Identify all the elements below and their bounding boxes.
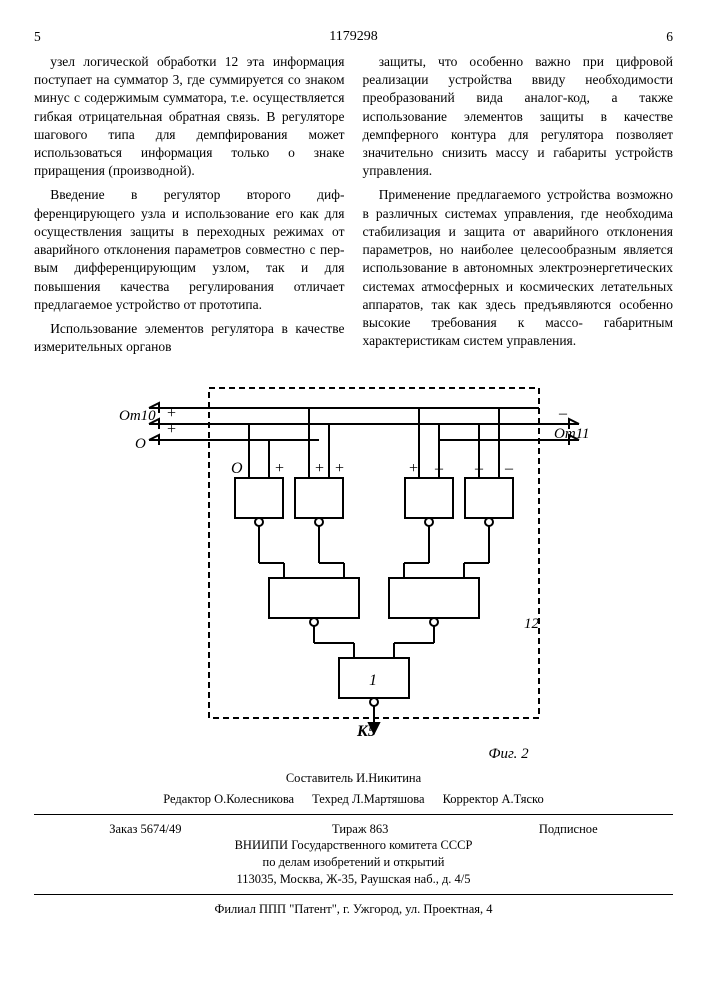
minus-icon: – xyxy=(558,405,568,422)
para: Введение в регулятор второго диф­ференци… xyxy=(34,186,345,314)
doc-number: 1179298 xyxy=(329,28,377,47)
subscription: Подписное xyxy=(539,821,598,838)
plus-icon: + xyxy=(275,460,284,477)
editor: Редактор О.Колесникова xyxy=(163,791,294,808)
corrector: Корректор А.Тяско xyxy=(443,791,544,808)
body-columns: узел логической обработки 12 эта ин­форм… xyxy=(34,53,673,363)
plus-icon: + xyxy=(167,421,176,438)
plus-icon: + xyxy=(315,460,324,477)
address: 113035, Москва, Ж-35, Раушская наб., д. … xyxy=(34,871,673,888)
right-column: защиты, что особенно важно при цифро­вой… xyxy=(363,53,674,363)
technician: Техред Л.Мартяшова xyxy=(312,791,424,808)
left-column: узел логической обработки 12 эта ин­форм… xyxy=(34,53,345,363)
para: защиты, что особенно важно при цифро­вой… xyxy=(363,53,674,181)
plus-icon: + xyxy=(409,460,418,477)
order-number: Заказ 5674/49 xyxy=(109,821,181,838)
label-om10: От10 xyxy=(119,408,156,424)
plus-icon: + xyxy=(167,405,176,422)
org-line: по делам изобретений и открытий xyxy=(34,854,673,871)
page-col-left: 5 xyxy=(34,28,41,47)
figure-caption: Фиг. 2 xyxy=(344,744,673,764)
para: Использование элементов регулято­ра в ка… xyxy=(34,320,345,356)
figure-2: От10 О От11 12 + + – О + + + + – – – 1 К… xyxy=(34,378,673,763)
para: узел логической обработки 12 эта ин­форм… xyxy=(34,53,345,181)
label-boxnum: 1 xyxy=(369,672,377,689)
footer: Составитель И.Никитина Редактор О.Колесн… xyxy=(34,770,673,918)
label-output: К5 xyxy=(356,723,376,738)
org-line: ВНИИПИ Государственного комитета СССР xyxy=(34,837,673,854)
minus-icon: – xyxy=(504,460,514,477)
label-O: О xyxy=(231,460,243,477)
label-om11: От11 xyxy=(554,426,589,442)
compiler: Составитель И.Никитина xyxy=(286,770,421,787)
branch: Филиал ППП "Патент", г. Ужгород, ул. Про… xyxy=(34,901,673,918)
page-col-right: 6 xyxy=(666,28,673,47)
label-o: О xyxy=(135,436,146,452)
minus-icon: – xyxy=(474,460,484,477)
plus-icon: + xyxy=(335,460,344,477)
tirage: Тираж 863 xyxy=(332,821,388,838)
minus-icon: – xyxy=(434,460,444,477)
label-panel: 12 xyxy=(524,616,540,632)
para: Применение предлагаемого устройст­ва воз… xyxy=(363,186,674,350)
